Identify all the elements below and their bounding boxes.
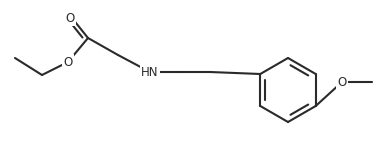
Text: O: O	[63, 56, 73, 69]
Text: O: O	[65, 12, 75, 24]
Text: O: O	[337, 75, 347, 88]
Text: HN: HN	[141, 66, 159, 78]
